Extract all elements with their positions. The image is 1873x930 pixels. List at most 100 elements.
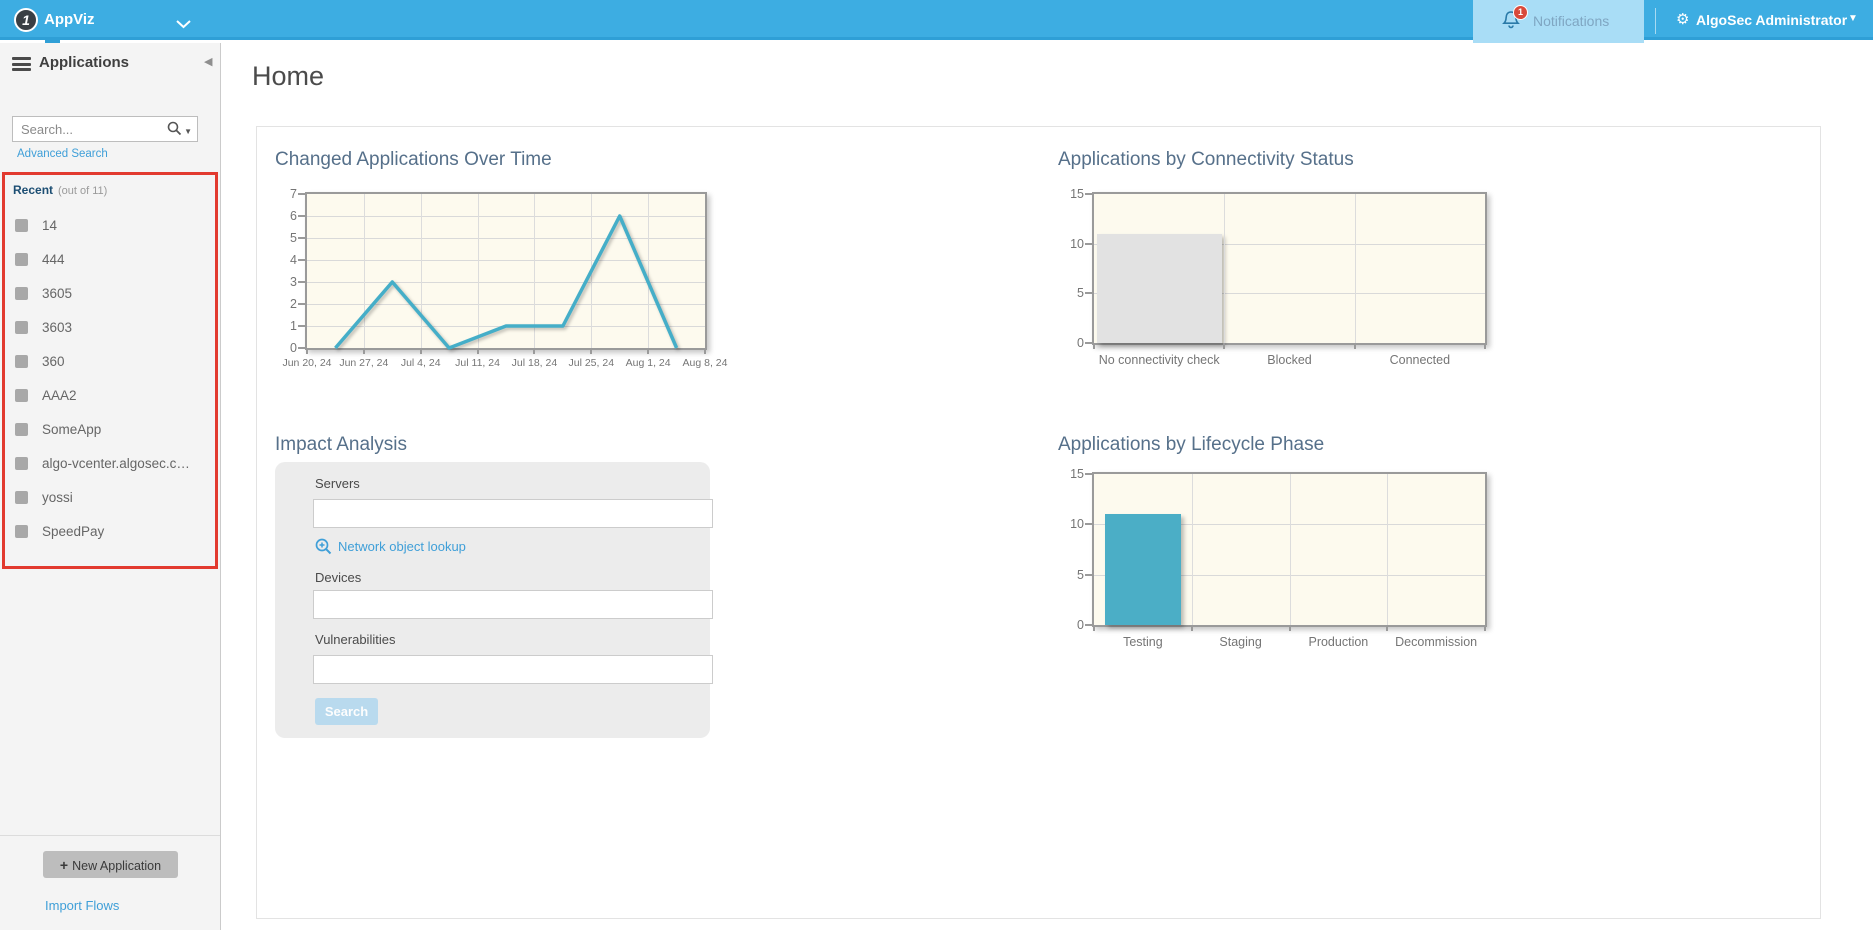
category-divider [1289,474,1291,625]
y-axis-tick [298,259,305,261]
import-flows-link[interactable]: Import Flows [45,898,120,913]
recent-app-item[interactable]: 360 [0,348,218,376]
x-axis-tick [1484,343,1486,349]
user-menu[interactable]: AlgoSec Administrator [1696,12,1848,28]
y-axis-tick-label: 0 [1077,618,1084,632]
category-label: No connectivity check [1098,353,1220,367]
network-object-lookup-link[interactable]: Network object lookup [315,538,466,555]
plus-icon: + [59,856,69,873]
servers-label: Servers [315,476,360,491]
recent-app-item[interactable]: yossi [0,484,218,512]
gridline [307,304,705,305]
gridline [1094,293,1485,295]
y-axis-tick [298,237,305,239]
x-axis-tick-label: Jun 27, 24 [339,357,389,369]
x-axis-tick [1093,625,1095,631]
x-axis-tick-label: Aug 8, 24 [682,357,728,369]
line-series [334,214,679,350]
applications-sidebar: Applications ◀ ▼ Advanced Search Recent (… [0,43,221,930]
connectivity-status-bar-chart: 0 5 10 15 No connectivity check Blocked Connec… [1070,187,1487,367]
gridline [1094,243,1485,245]
chart-title-lifecycle-phase: Applications by Lifecycle Phase [1058,434,1325,455]
y-axis-tick-label: 6 [290,209,297,223]
algosec-logo-icon: 1 [14,8,38,32]
app-icon-square [15,491,28,504]
y-axis-tick [1085,242,1092,245]
advanced-search-link[interactable]: Advanced Search [17,148,108,160]
vulnerabilities-input[interactable] [313,655,713,684]
x-axis-tick-label: Jul 25, 24 [568,357,615,369]
gridline [648,194,650,348]
y-axis-tick [298,215,305,217]
vulnerabilities-label: Vulnerabilities [315,632,396,647]
x-axis-tick [533,348,536,354]
x-axis-tick [1484,625,1486,631]
y-axis-tick [1085,624,1092,626]
app-switcher-chevron-down-icon[interactable] [176,16,191,34]
x-axis-tick [362,348,365,354]
top-header-bar: 1 AppViz 1 Notifications ⚙ AlgoSec Admin… [0,0,1873,43]
impact-search-button[interactable]: Search [315,698,378,725]
notifications-button[interactable]: 1 Notifications [1473,0,1644,43]
y-axis-tick-label: 5 [290,231,297,245]
x-axis-tick [1093,343,1095,349]
app-icon-square [15,389,28,402]
app-icon-square [15,253,28,266]
gear-icon: ⚙ [1676,11,1690,28]
x-axis-tick [647,348,650,354]
app-icon-square [15,321,28,334]
x-axis-tick [419,348,422,354]
sidebar-collapse-icon[interactable]: ◀ [204,56,213,68]
y-axis-tick-label: 5 [1077,567,1084,582]
main-content: Home Changed Applications Over Time Appl… [222,43,1873,930]
y-axis-tick [1085,193,1092,195]
category-label: Blocked [1267,353,1312,367]
y-axis-tick [1085,342,1092,344]
devices-input[interactable] [313,590,713,619]
gridline [307,216,705,217]
devices-label: Devices [315,570,362,585]
y-axis-tick-label: 10 [1070,236,1084,251]
x-axis-tick [704,348,706,354]
bar [1096,233,1222,343]
x-axis-tick [1386,625,1389,631]
x-axis-tick-label: Jul 18, 24 [511,357,558,369]
recent-app-item[interactable]: algo-vcenter.algosec.c… [0,450,218,478]
x-axis-tick [306,348,308,354]
chart-title-changed-applications: Changed Applications Over Time [275,149,552,170]
search-input[interactable] [12,116,198,142]
recent-app-item[interactable]: AAA2 [0,382,218,410]
impact-analysis-title: Impact Analysis [275,434,407,455]
x-axis-tick [590,348,593,354]
app-icon-square [15,423,28,436]
y-axis-tick-label: 3 [290,275,297,289]
category-divider [1224,194,1226,343]
app-icon-square [15,219,28,232]
sidebar-title: Applications [39,54,130,71]
search-options-caret-icon[interactable]: ▼ [184,127,192,136]
y-axis-tick-label: 10 [1070,517,1084,532]
recent-app-item[interactable]: 444 [0,246,218,274]
recent-app-item[interactable]: 3603 [0,314,218,342]
changed-applications-line-chart: 0 1 2 3 4 5 6 7 Jun 20, 24 Jun 27, 24 Jul 4, 24 Jul… [282,187,727,369]
menu-hamburger-icon[interactable] [12,57,31,71]
user-menu-caret-down-icon[interactable]: ▼ [1848,13,1858,24]
servers-input[interactable] [313,499,713,528]
app-icon-square [15,287,28,300]
new-application-button[interactable]: + New Application [43,851,178,878]
recent-app-item[interactable]: 14 [0,212,218,240]
recent-app-item[interactable]: SomeApp [0,416,218,444]
recent-app-item[interactable]: SpeedPay [0,518,218,546]
recent-app-item[interactable]: 3605 [0,280,218,308]
y-axis-tick [298,281,305,283]
x-axis-tick [1353,343,1356,349]
x-axis-tick-label: Aug 1, 24 [625,357,671,369]
search-icon[interactable]: ▼ [167,121,192,136]
y-axis-tick-label: 1 [290,319,297,333]
y-axis-tick [298,193,305,195]
y-axis-tick-label: 15 [1070,187,1084,201]
impact-analysis-panel: Servers Network object lookup Devices Vu… [275,462,713,738]
y-axis-tick [1085,292,1092,295]
x-axis-tick [1288,625,1291,631]
